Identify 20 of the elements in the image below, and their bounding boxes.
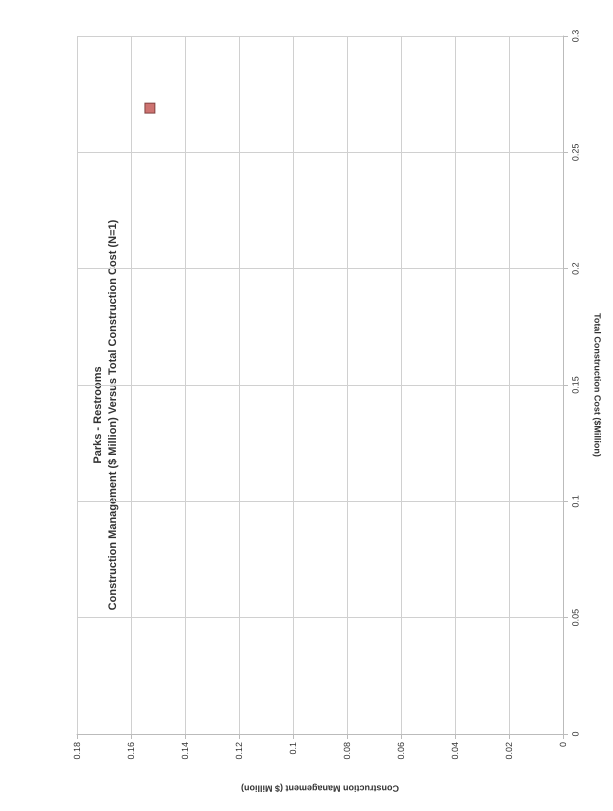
- y-tick-label: 0.05: [570, 608, 580, 626]
- y-tick-label: 0.3: [570, 30, 580, 42]
- y-tick-label: 0: [570, 731, 580, 737]
- x-tick-label: 0.08: [342, 742, 352, 760]
- text: Parks - Restrooms: [92, 366, 104, 464]
- x-tick-label: 0.06: [396, 742, 406, 760]
- x-tick-label: 0.14: [180, 742, 190, 760]
- y-axis-title: Total Construction Cost ($Million): [592, 313, 602, 457]
- x-tick-label: 0.18: [72, 742, 82, 760]
- x-tick-label: 0.04: [450, 742, 460, 760]
- y-tick-label: 0.25: [570, 144, 580, 162]
- x-tick-label: 0.12: [234, 742, 244, 760]
- y-tick-label: 0.15: [570, 376, 580, 394]
- x-tick-label: 0.02: [504, 742, 514, 760]
- x-tick-label: 0: [558, 742, 568, 748]
- y-tick-label: 0.1: [570, 495, 580, 508]
- x-tick-label: 0.1: [288, 742, 298, 755]
- y-tick-label: 0.2: [570, 262, 580, 275]
- x-tick-label: 0.16: [126, 742, 136, 760]
- x-axis-title: Construction Management ($ Million): [240, 784, 400, 794]
